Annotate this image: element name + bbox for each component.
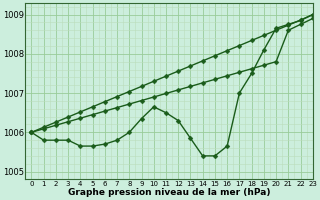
X-axis label: Graphe pression niveau de la mer (hPa): Graphe pression niveau de la mer (hPa) xyxy=(68,188,270,197)
